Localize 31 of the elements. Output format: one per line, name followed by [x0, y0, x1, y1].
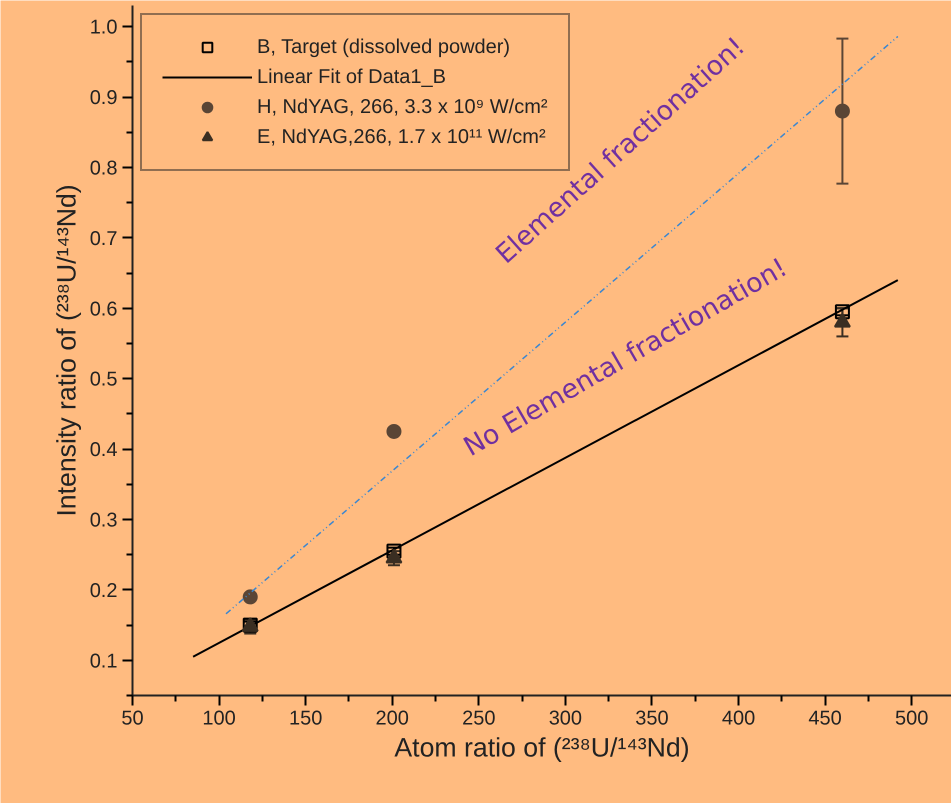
- point: [386, 544, 402, 559]
- y-tick-label: 0.5: [90, 368, 118, 391]
- x-tick-label: 100: [202, 708, 236, 730]
- y-tick-label: 0.3: [90, 509, 118, 532]
- y-tick-label: 0.8: [90, 157, 118, 180]
- x-tick-label: 150: [288, 708, 322, 730]
- x-tick-label: 350: [635, 708, 669, 730]
- point: [834, 304, 850, 320]
- x-tick-label: 400: [722, 708, 756, 730]
- x-tick-label: 300: [548, 708, 582, 730]
- x-axis-title: Atom ratio of (²³⁸U/¹⁴³Nd): [394, 732, 690, 762]
- y-tick-label: 1.0: [90, 16, 118, 39]
- y-tick-label: 0.1: [90, 650, 118, 672]
- x-tick-label: 450: [808, 708, 842, 730]
- point: [242, 589, 258, 604]
- x-tick-label: 50: [121, 708, 144, 730]
- point: [386, 424, 402, 439]
- legend-label: E, NdYAG,266, 1.7 x 10¹¹ W/cm²: [257, 126, 546, 148]
- y-tick-label: 0.2: [90, 580, 118, 602]
- legend-label: Linear Fit of Data1_B: [257, 66, 446, 88]
- y-tick-label: 0.7: [90, 228, 118, 250]
- x-tick-label: 500: [894, 708, 928, 730]
- legend-label: B, Target (dissolved powder): [257, 36, 510, 58]
- y-tick-label: 0.4: [90, 439, 118, 462]
- x-tick-label: 250: [462, 708, 496, 730]
- y-tick-label: 0.9: [90, 87, 118, 110]
- x-tick-label: 200: [376, 708, 409, 730]
- y-axis-title: Intensity ratio of (²³⁸U/¹⁴³Nd): [52, 184, 82, 517]
- point: [834, 104, 850, 119]
- legend-label: H, NdYAG, 266, 3.3 x 10⁹ W/cm²: [257, 96, 548, 118]
- y-tick-label: 0.6: [90, 298, 118, 320]
